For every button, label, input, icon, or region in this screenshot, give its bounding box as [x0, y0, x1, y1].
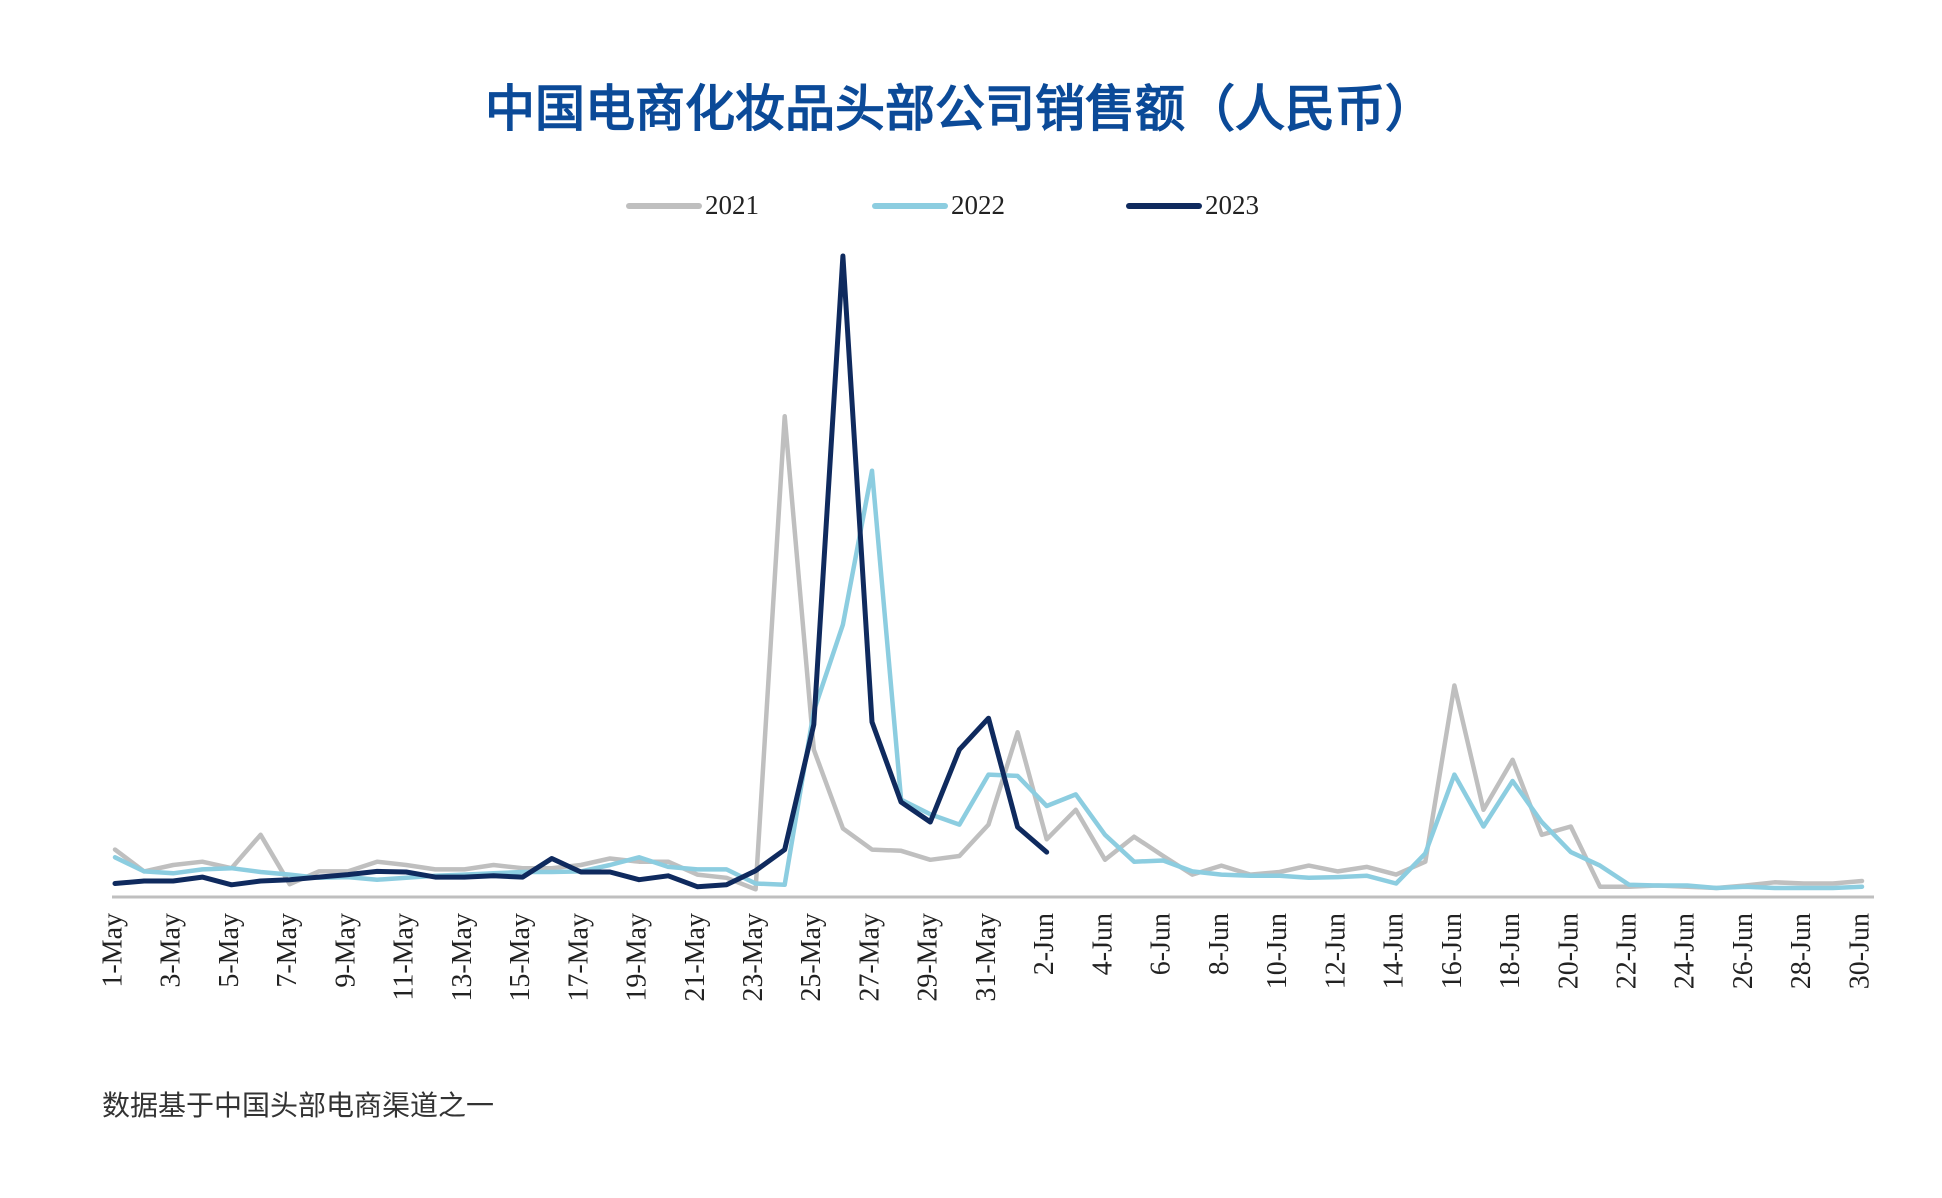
- series-line: [112, 468, 1865, 891]
- x-tick-label: 29-May: [913, 913, 944, 1002]
- x-tick-label: 22-Jun: [1611, 913, 1642, 989]
- footnote: 数据基于中国头部电商渠道之一: [102, 1089, 494, 1122]
- x-tick-label: 19-May: [622, 913, 653, 1002]
- legend-label: 2021: [705, 190, 759, 220]
- legend-label: 2023: [1205, 190, 1259, 220]
- x-tick-label: 15-May: [505, 913, 536, 1002]
- x-tick-label: 24-Jun: [1670, 913, 1701, 989]
- x-tick-label: 31-May: [971, 913, 1002, 1002]
- x-tick-label: 4-Jun: [1087, 913, 1118, 975]
- x-tick-label: 13-May: [447, 913, 478, 1002]
- series-line: [112, 414, 1865, 892]
- x-tick-label: 6-Jun: [1146, 913, 1177, 975]
- x-tick-label: 2-Jun: [1029, 913, 1060, 975]
- x-tick-label: 28-Jun: [1786, 913, 1817, 989]
- x-tick-label: 5-May: [214, 913, 245, 988]
- x-tick-label: 14-Jun: [1379, 913, 1410, 989]
- x-tick-label: 7-May: [272, 913, 303, 988]
- x-tick-label: 3-May: [156, 913, 187, 988]
- legend-label: 2022: [951, 190, 1005, 220]
- series-line: [112, 253, 1050, 890]
- x-tick-label: 26-Jun: [1728, 913, 1759, 989]
- x-tick-label: 27-May: [854, 913, 885, 1002]
- x-tick-label: 17-May: [563, 913, 594, 1002]
- x-tick-label: 23-May: [738, 913, 769, 1002]
- x-tick-label: 9-May: [330, 913, 361, 988]
- x-tick-label: 20-Jun: [1553, 913, 1584, 989]
- x-tick-label: 12-Jun: [1320, 913, 1351, 989]
- x-tick-label: 1-May: [97, 913, 128, 988]
- x-tick-label: 11-May: [389, 913, 420, 1001]
- x-tick-label: 21-May: [680, 913, 711, 1002]
- x-tick-label: 18-Jun: [1495, 913, 1526, 989]
- x-tick-label: 10-Jun: [1262, 913, 1293, 989]
- x-tick-label: 8-Jun: [1204, 913, 1235, 975]
- chart-title: 中国电商化妆品头部公司销售额（人民币）: [485, 80, 1435, 138]
- x-tick-label: 30-Jun: [1844, 913, 1875, 989]
- x-tick-label: 25-May: [796, 913, 827, 1002]
- x-tick-label: 16-Jun: [1437, 913, 1468, 989]
